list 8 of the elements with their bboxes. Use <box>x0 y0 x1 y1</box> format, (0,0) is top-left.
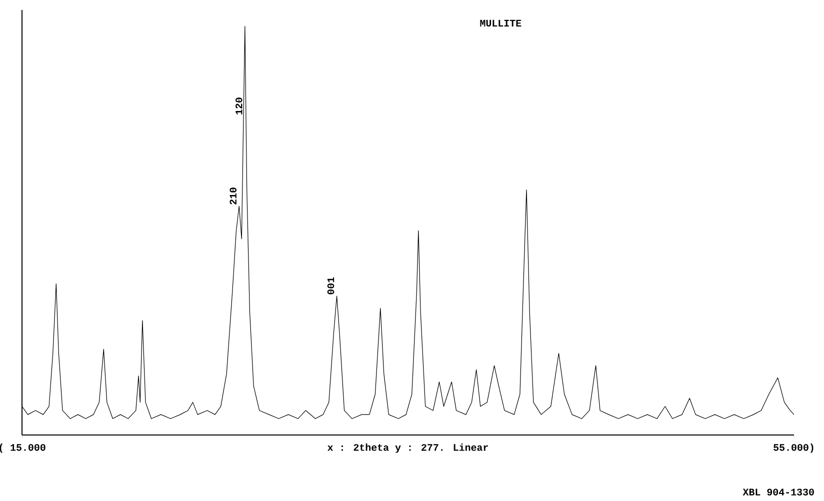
text: XBL 904-1330 <box>742 488 814 496</box>
annotation: 210 <box>230 188 237 204</box>
x-tick-label: ( 15.000 <box>0 444 46 453</box>
x-tick-label: 55.000) <box>774 444 814 453</box>
annotation: 120 <box>236 98 242 114</box>
x-axis-title: x : 2theta y : 277. Linear <box>328 444 488 453</box>
annotation: 001 <box>327 277 334 294</box>
chart-title: MULLITE <box>480 20 522 27</box>
